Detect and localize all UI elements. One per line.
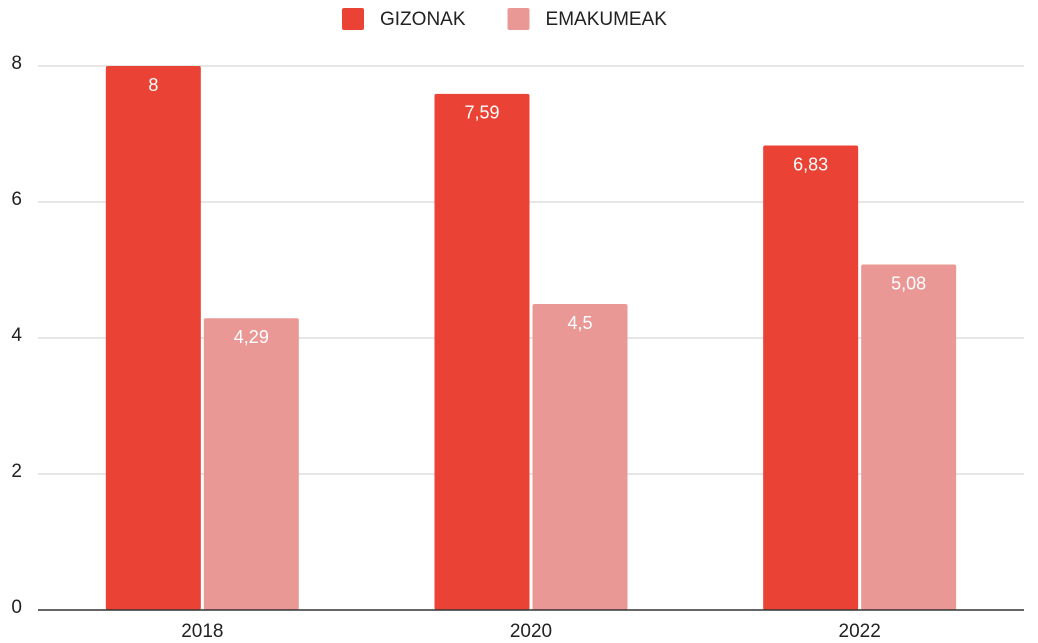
x-tick-label: 2022 [839,621,881,642]
bar [203,318,299,610]
bar [763,145,859,610]
bar [861,264,957,610]
y-tick-label: 8 [11,53,22,74]
x-tick-label: 2020 [510,621,552,642]
value-label: 7,59 [464,103,499,123]
bar [532,304,628,610]
y-tick-label: 2 [11,461,22,482]
y-tick-label: 0 [11,597,22,618]
legend-swatch [507,8,530,30]
value-label: 6,83 [793,154,828,174]
bar [434,93,530,610]
x-tick-label: 2018 [181,621,223,642]
y-tick-label: 4 [11,325,22,346]
value-label: 4,29 [234,327,269,347]
value-label: 4,5 [567,313,592,333]
legend-swatch [342,8,364,30]
y-tick-label: 6 [11,189,22,210]
legend-label: GIZONAK [380,9,466,30]
value-label: 8 [148,75,158,95]
legend-label: EMAKUMEAK [546,9,668,30]
value-label: 5,08 [891,273,926,293]
bar [105,66,201,610]
